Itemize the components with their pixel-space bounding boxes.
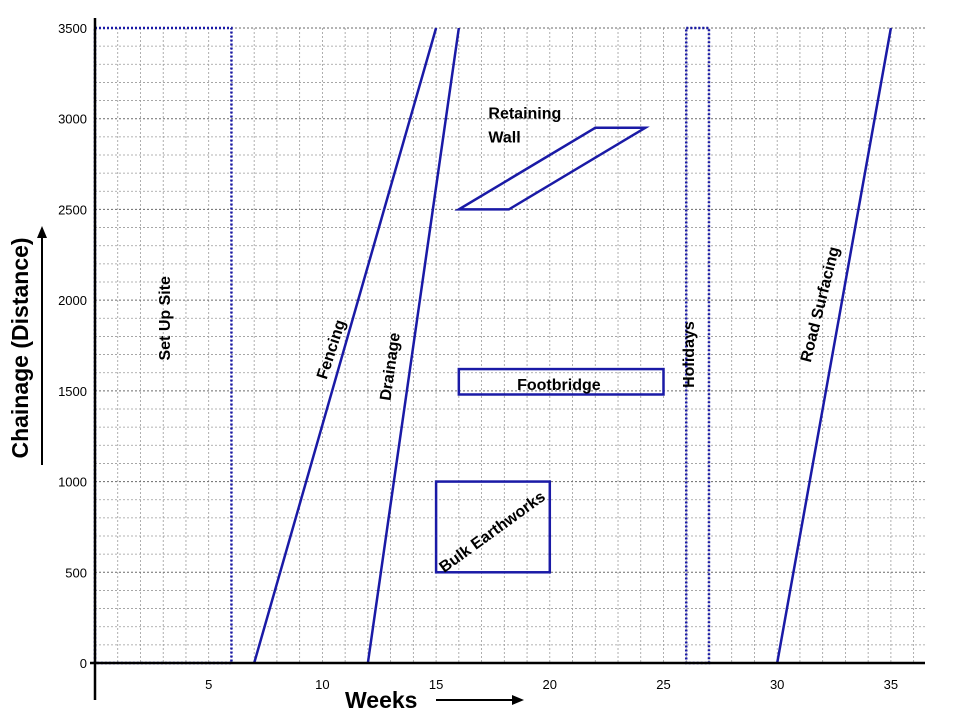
y-tick-label: 1000 [58, 475, 87, 490]
x-axis-arrow [436, 695, 524, 705]
x-tick-label: 5 [205, 677, 212, 692]
x-tick-label: 35 [884, 677, 898, 692]
y-tick-label: 3500 [58, 21, 87, 36]
y-axis-title: Chainage (Distance) [7, 237, 33, 458]
y-tick-label: 1500 [58, 384, 87, 399]
fencing-line [252, 27, 438, 664]
y-tick-label: 3000 [58, 112, 87, 127]
holidays-label: Holidays [681, 321, 698, 388]
y-tick-label: 500 [65, 565, 87, 580]
road-surfacing-label: Road Surfacing [798, 245, 843, 364]
activity-shapes [93, 26, 893, 665]
x-tick-label: 20 [543, 677, 557, 692]
y-tick-label: 0 [80, 656, 87, 671]
y-tick-label: 2500 [58, 202, 87, 217]
y-tick-label: 2000 [58, 293, 87, 308]
footbridge-bar [457, 367, 665, 396]
road-surfacing-line [775, 27, 893, 664]
x-axis-title: Weeks [345, 687, 417, 713]
retaining-wall-label: Retaining Wall [488, 106, 561, 147]
retaining-wall-shape [454, 126, 650, 211]
x-tick-label: 10 [315, 677, 329, 692]
set-up-site-label: Set Up Site [157, 276, 174, 361]
x-tick-label: 30 [770, 677, 784, 692]
bulk-earthworks-label: Bulk Earthworks [437, 488, 549, 576]
bulk-earthworks-bar [434, 480, 552, 574]
footbridge-label: Footbridge [517, 377, 601, 394]
x-tick-label: 25 [656, 677, 670, 692]
x-tick-label: 15 [429, 677, 443, 692]
grid [95, 27, 925, 663]
y-axis-arrow [37, 226, 47, 465]
drainage-line [366, 27, 461, 664]
axes: 0 500 1000 1500 2000 2500 3000 3500 5 10 15 20 25 30 3… [58, 18, 925, 700]
